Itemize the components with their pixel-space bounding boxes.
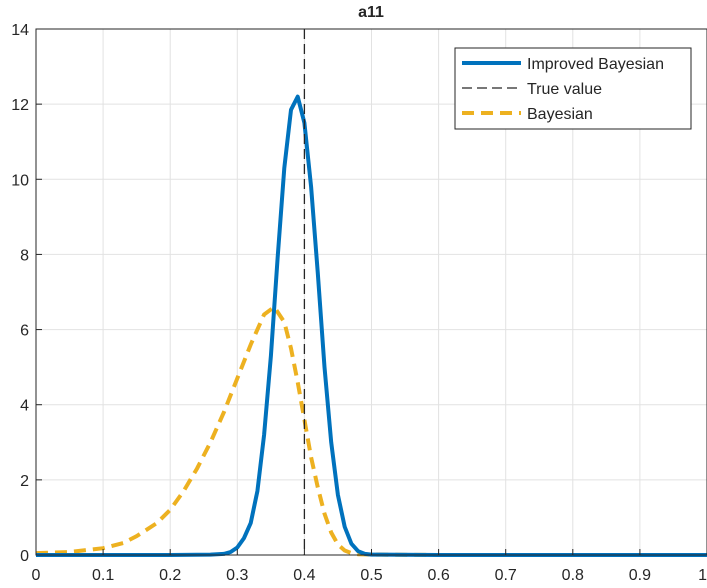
x-tick-label: 0 — [32, 567, 41, 584]
x-tick-label: 0.2 — [159, 567, 181, 584]
y-tick-label: 12 — [11, 97, 29, 114]
x-tick-label: 0.4 — [293, 567, 315, 584]
y-tick-label: 6 — [20, 323, 29, 340]
chart-title: a11 — [358, 4, 384, 21]
y-tick-label: 10 — [11, 172, 29, 189]
legend-label-improved-bayesian: Improved Bayesian — [527, 56, 664, 73]
y-tick-label: 2 — [20, 473, 29, 490]
x-tick-label: 0.9 — [629, 567, 651, 584]
x-tick-label: 0.1 — [92, 567, 114, 584]
series-line-improved-bayesian — [36, 94, 707, 557]
y-tick-label: 4 — [20, 398, 29, 415]
y-tick-label: 8 — [20, 247, 29, 264]
x-tick-label: 0.3 — [226, 567, 248, 584]
x-tick-label: 1 — [698, 567, 707, 584]
y-tick-label: 14 — [11, 22, 29, 39]
x-tick-label: 0.8 — [562, 567, 584, 584]
legend: Improved Bayesian True value Bayesian — [454, 47, 692, 130]
legend-label-bayesian: Bayesian — [527, 106, 593, 123]
x-tick-label: 0.5 — [360, 567, 382, 584]
y-tick-label: 0 — [20, 548, 29, 565]
series-layer — [35, 29, 707, 557]
legend-label-true-value: True value — [527, 81, 602, 98]
x-tick-label: 0.6 — [427, 567, 449, 584]
x-tick-label: 0.7 — [495, 567, 517, 584]
